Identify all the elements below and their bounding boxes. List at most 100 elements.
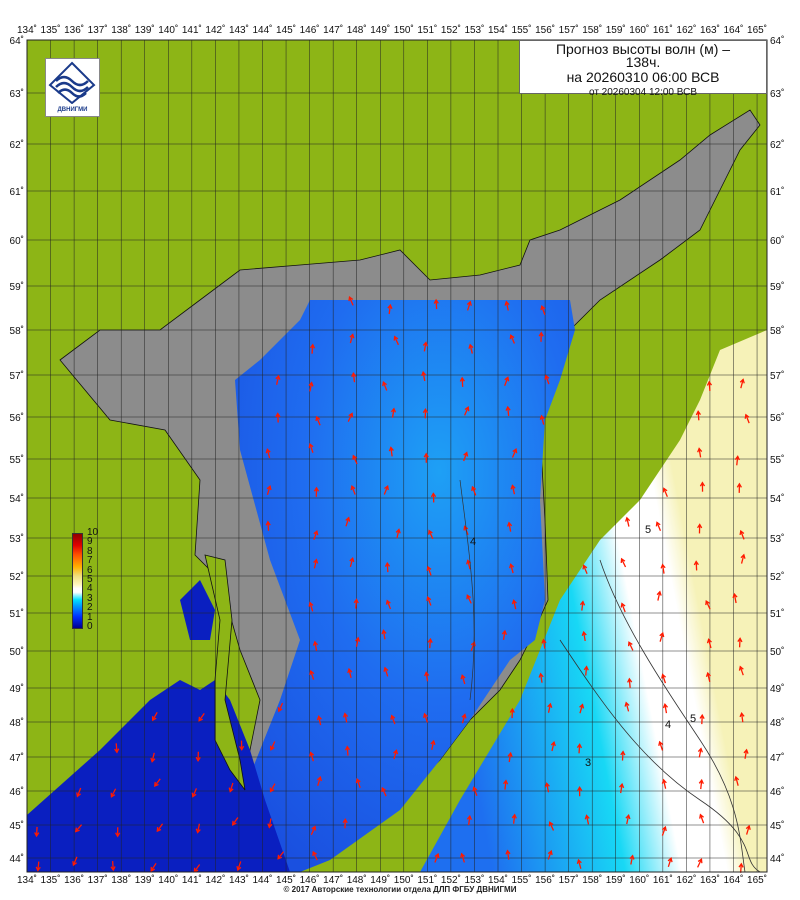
wave-arrow (625, 813, 631, 825)
wave-arrow (313, 558, 319, 569)
longitude-label: 154˚ (488, 874, 508, 886)
wave-arrow (72, 856, 78, 867)
wave-arrow (539, 414, 545, 425)
wave-arrow (198, 713, 205, 722)
latitude-label: 53˚ (10, 533, 24, 545)
latitude-label: 46˚ (10, 786, 24, 798)
contour-labels: 4 3 4 5 5 (470, 524, 696, 769)
tatar-strait (180, 580, 215, 640)
wave-arrow (277, 702, 284, 713)
wave-arrow (421, 370, 427, 382)
latitude-label: 62˚ (10, 139, 24, 151)
wave-arrow (342, 818, 348, 829)
longitude-label: 153˚ (464, 874, 484, 886)
wave-arrow (706, 638, 712, 649)
logo-text: ДВНИГМИ (57, 107, 88, 113)
longitude-label: 142˚ (205, 874, 225, 886)
wave-arrow (655, 521, 662, 531)
longitude-label: 135˚ (41, 24, 61, 36)
latitude-label: 53˚ (770, 533, 784, 545)
wave-arrow (662, 703, 669, 714)
longitude-label: 136˚ (64, 874, 84, 886)
longitude-label: 141˚ (182, 874, 202, 886)
sakhalin-island (204, 554, 246, 791)
longitude-label: 140˚ (158, 874, 178, 886)
wave-arrow (544, 782, 550, 793)
wave-arrow (667, 857, 673, 867)
wave-arrow (705, 599, 711, 610)
wave-arrow (460, 852, 466, 863)
wave-arrow (693, 560, 699, 571)
wave-arrow (659, 631, 665, 642)
wave-arrow (110, 788, 117, 798)
scale-label: 8 (87, 545, 93, 557)
wave-arrow (461, 713, 467, 724)
wave-arrow (582, 564, 588, 575)
wave-arrow (466, 814, 473, 826)
wave-arrow (308, 381, 314, 392)
wave-arrow (426, 565, 432, 576)
wave-arrow (579, 703, 585, 714)
wave-arrow (344, 745, 351, 756)
wave-arrow (383, 484, 389, 495)
wave-arrow (308, 601, 314, 612)
longitude-label: 148˚ (347, 24, 367, 36)
wave-arrow (151, 711, 158, 722)
title-line4: от 20260304 12:00 ВСВ (588, 87, 697, 98)
wave-arrow (620, 602, 626, 613)
longitude-label: 150˚ (394, 24, 414, 36)
wave-arrow (156, 823, 164, 833)
wave-arrow (502, 779, 509, 790)
longitude-label: 145˚ (276, 874, 296, 886)
latitude-label: 64˚ (10, 35, 24, 47)
longitude-label: 157˚ (559, 874, 579, 886)
latitude-label: 60˚ (770, 235, 784, 247)
wave-arrow (576, 858, 582, 869)
wave-arrow (460, 674, 466, 685)
wave-arrow (353, 598, 359, 609)
scale-label: 9 (87, 536, 93, 548)
scale-label: 5 (87, 574, 93, 586)
wave-arrow (231, 817, 239, 826)
longitude-label: 144˚ (252, 874, 272, 886)
axis-ticks: 134˚134˚135˚135˚136˚136˚137˚137˚138˚138˚… (10, 24, 785, 886)
wave-arrow (629, 854, 635, 865)
scale-label: 7 (87, 555, 93, 567)
wave-arrow (348, 295, 354, 306)
wave-arrow (548, 821, 555, 831)
scale-label: 10 (87, 527, 99, 538)
wave-arrow (697, 858, 703, 868)
wave-arrow (351, 372, 357, 383)
latitude-label: 44˚ (10, 853, 24, 865)
title-line2: 138ч. (625, 54, 661, 70)
wave-arrow (352, 454, 358, 465)
latitude-label: 63˚ (10, 88, 24, 100)
wave-arrow (355, 636, 361, 647)
scale-label: 3 (87, 592, 93, 604)
wave-arrow (550, 740, 556, 752)
wave-arrow (191, 788, 198, 798)
wave-arrow (511, 448, 518, 458)
longitude-label: 165˚ (747, 24, 767, 36)
wave-arrow (269, 783, 276, 793)
wave-arrow (699, 481, 706, 492)
latitude-label: 49˚ (770, 683, 784, 695)
latitude-label: 56˚ (10, 412, 24, 424)
longitude-label: 159˚ (606, 24, 626, 36)
wave-arrow (620, 557, 627, 568)
contour-line (459, 479, 475, 701)
longitude-label: 165˚ (747, 874, 767, 886)
latitude-label: 61˚ (770, 186, 784, 198)
wave-arrow (154, 778, 161, 787)
longitude-label: 164˚ (723, 874, 743, 886)
latitude-label: 56˚ (770, 412, 784, 424)
wave-arrow (355, 778, 361, 788)
latitude-label: 58˚ (10, 325, 24, 337)
wave-arrow (423, 712, 429, 723)
latitude-label: 55˚ (10, 454, 24, 466)
wave-arrow (579, 600, 586, 611)
wave-arrow (34, 826, 40, 838)
longitude-label: 139˚ (135, 874, 155, 886)
wave-arrow (150, 752, 156, 763)
wave-arrow (504, 300, 510, 311)
